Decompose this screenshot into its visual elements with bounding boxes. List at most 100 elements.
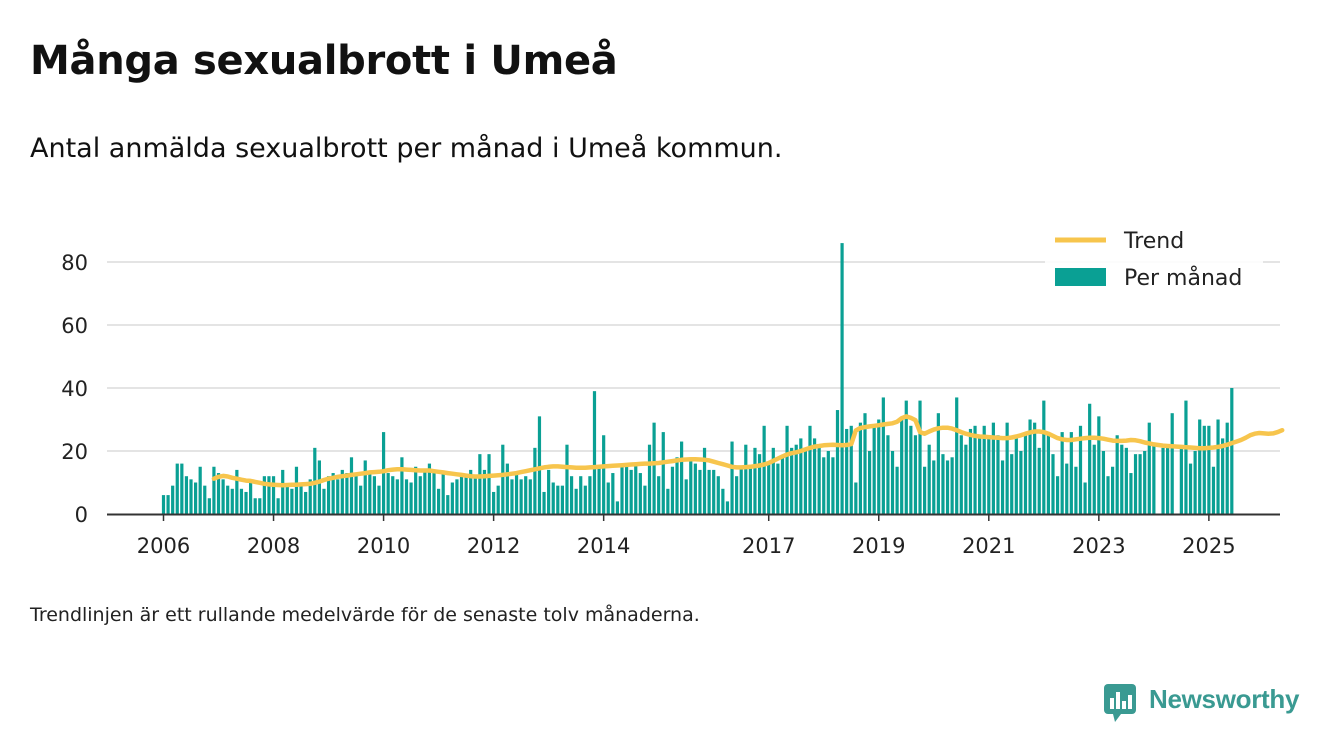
bar [840,243,844,514]
footnote: Trendlinjen är ett rullande medelvärde f… [30,604,700,626]
bar [1023,435,1028,514]
bar [1120,444,1124,514]
bar [258,498,262,514]
bar [235,469,239,514]
bar [386,473,390,514]
bar [455,479,459,514]
bar [978,438,982,514]
bar [661,432,665,514]
legend-trend-label: Trend [1123,229,1184,254]
bar [698,469,702,514]
bar [1202,425,1206,514]
bar [757,454,762,514]
bar [1161,447,1165,514]
bar [799,438,803,514]
bar [1166,447,1170,514]
bar [808,425,812,514]
bar [913,435,918,514]
bar [1230,388,1234,514]
bar [693,463,697,514]
bar [1028,419,1032,514]
bar [1110,466,1115,514]
bar [1092,444,1096,514]
bar [872,425,876,514]
bar [285,485,289,514]
bar [359,485,363,514]
x-tick-label: 2014 [577,534,630,558]
bar [1207,425,1211,514]
bar [203,485,207,514]
bar [790,447,794,514]
bar [707,469,711,514]
bar [927,444,931,514]
bar [189,479,193,514]
bar [1179,447,1183,514]
bar [556,485,560,514]
bar [524,476,528,514]
bar [936,413,940,514]
bar [748,466,752,514]
legend-bar-label: Per månad [1124,265,1242,291]
x-tick-label: 2019 [852,534,905,558]
bar [1101,451,1106,514]
bar [528,479,532,514]
bar [510,479,514,514]
bar [299,485,303,514]
bar [721,488,725,514]
bar [918,400,922,514]
bar [771,447,775,514]
bar [753,447,757,514]
bar [175,463,179,514]
bar [1014,438,1018,514]
bar [1225,422,1229,514]
bar [423,469,427,514]
bar [1170,413,1174,514]
bar [895,466,899,514]
x-tick-label: 2010 [357,534,410,558]
bar [492,491,496,514]
bar [354,473,358,514]
bar [193,482,198,514]
bar [904,400,908,514]
bar [1074,466,1078,514]
bar [945,460,950,514]
bar [418,476,422,514]
bar [987,438,991,514]
bar [230,488,234,514]
bar [514,473,519,514]
bar [496,485,500,514]
bar [624,466,629,514]
bar [863,413,867,514]
bar [812,438,817,514]
bar [560,485,564,514]
bar [482,469,487,514]
bar [923,466,927,514]
bar [161,495,166,514]
bar [262,476,266,514]
bar [1115,435,1119,514]
bar [464,476,468,514]
bar [826,451,830,514]
bar [505,463,509,514]
bar [959,435,963,514]
x-tick-label: 2017 [742,534,795,558]
bar [574,488,578,514]
bar [533,447,537,514]
bar [1060,432,1064,514]
bar [441,473,445,514]
bar [739,466,743,514]
bar [629,469,633,514]
bar [253,498,257,514]
bar [207,498,211,514]
bar [579,476,583,514]
bar [822,457,826,514]
bar [294,466,299,514]
bar [547,469,551,514]
bar [478,454,482,514]
y-tick-label: 80 [61,251,88,275]
bar [304,491,308,514]
trend-series [211,414,1285,488]
bar [1046,432,1051,514]
bar [817,447,821,514]
bar [473,476,477,514]
